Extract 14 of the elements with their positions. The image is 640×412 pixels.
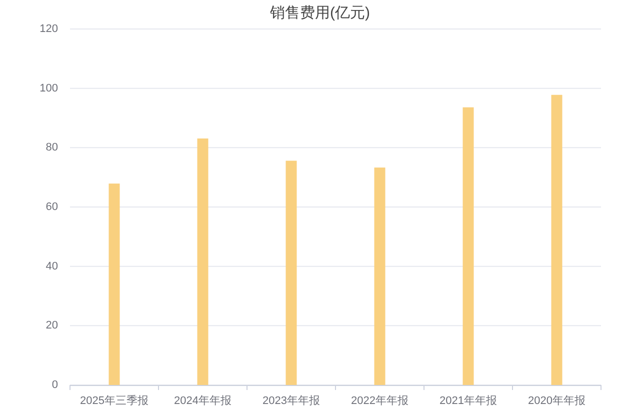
y-tick-label: 100: [40, 82, 58, 94]
y-tick-label: 120: [40, 23, 58, 35]
x-tick-label: 2022年年报: [351, 395, 408, 407]
y-tick-label: 60: [46, 201, 58, 213]
x-tick-label: 2024年年报: [174, 395, 232, 407]
y-tick-label: 40: [46, 260, 58, 272]
y-tick-label: 20: [46, 320, 58, 332]
x-tick-label: 2021年年报: [440, 395, 497, 407]
x-tick-label: 2020年年报: [528, 395, 586, 407]
x-tick-label: 2025年三季报: [80, 394, 148, 407]
x-tick-label: 2023年年报: [262, 395, 320, 407]
y-tick-label: 80: [46, 142, 58, 154]
y-tick-label: 0: [52, 379, 58, 391]
chart-title: 销售费用(亿元): [269, 4, 370, 22]
